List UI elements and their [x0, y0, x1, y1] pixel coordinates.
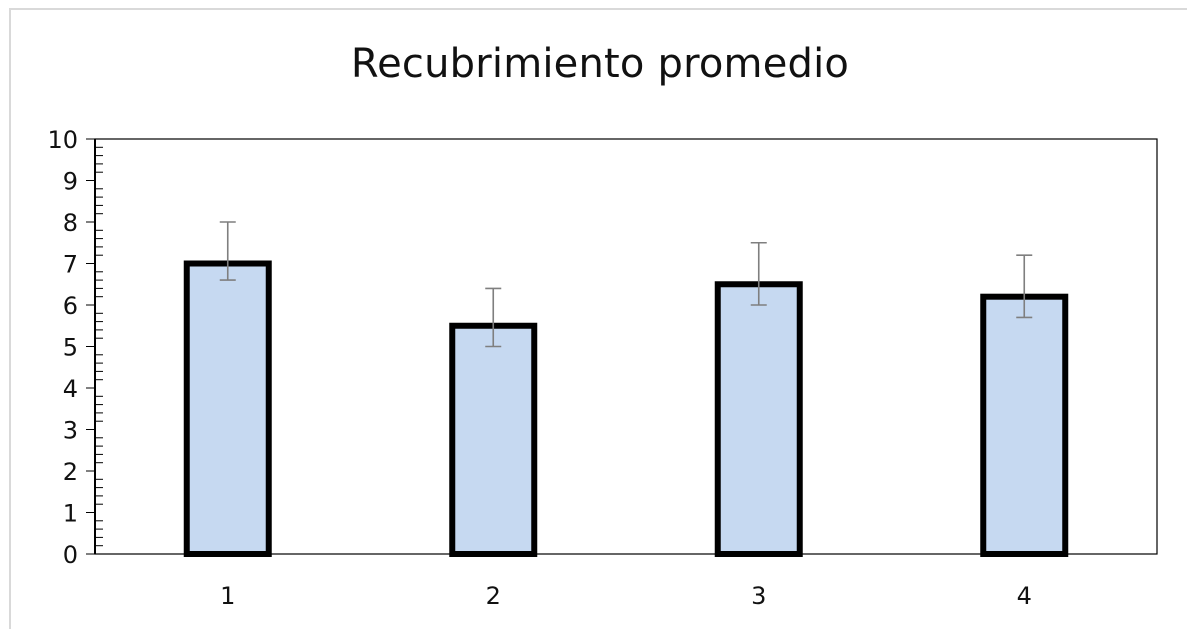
bar-2 — [452, 326, 534, 554]
bar-1 — [187, 264, 269, 555]
y-tick-label: 3 — [63, 417, 78, 445]
x-tick-label: 1 — [220, 582, 235, 610]
y-tick-label: 7 — [63, 251, 78, 279]
y-tick-label: 4 — [63, 375, 78, 403]
y-tick-label: 1 — [63, 500, 78, 528]
y-tick-label: 10 — [47, 126, 78, 154]
bar-4 — [983, 297, 1065, 554]
y-tick-label: 2 — [63, 458, 78, 486]
x-tick-label: 3 — [751, 582, 766, 610]
y-tick-label: 5 — [63, 334, 78, 362]
bar-3 — [718, 284, 800, 554]
x-tick-label: 4 — [1017, 582, 1032, 610]
y-tick-label: 9 — [63, 168, 78, 196]
y-tick-label: 6 — [63, 292, 78, 320]
y-tick-label: 8 — [63, 209, 78, 237]
x-tick-label: 2 — [486, 582, 501, 610]
y-tick-label: 0 — [63, 541, 78, 569]
